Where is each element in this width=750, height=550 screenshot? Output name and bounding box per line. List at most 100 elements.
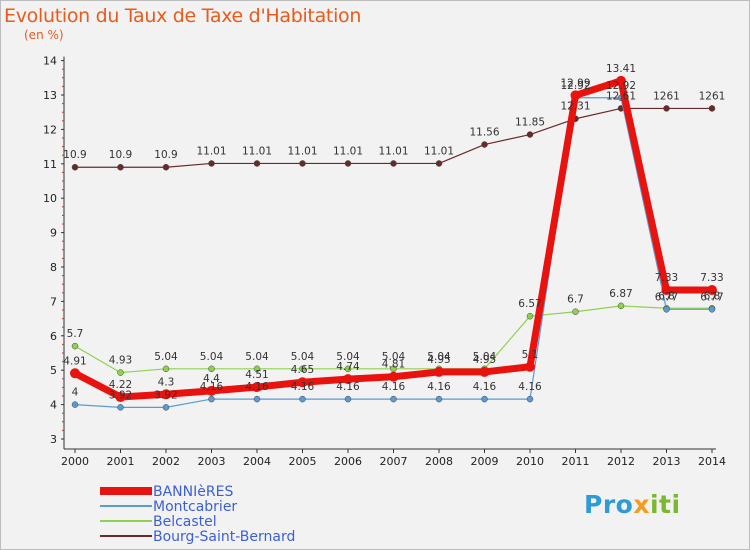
- data-point-montcabrier: [162, 404, 170, 411]
- y-tick-label: 4: [50, 399, 57, 412]
- data-label-belcastel: 4.93: [109, 355, 132, 367]
- data-label-banni-res: 4.3: [158, 376, 175, 388]
- data-label-belcastel: 5.04: [200, 351, 224, 363]
- data-point-banni-res: [616, 75, 626, 86]
- data-point-banni-res: [388, 371, 399, 382]
- data-point-bourg-saint-bernard: [526, 131, 534, 138]
- chart-axes: 3 4 5 6 7 8 9 10 11 12 13 14 2000 2001 2002 2003 2004 200…: [43, 55, 726, 468]
- data-point-banni-res: [70, 368, 80, 379]
- data-label-banni-res: 4.91: [63, 355, 86, 367]
- x-tick-label: 2014: [698, 455, 726, 468]
- proxiti-logo: Proxiti: [584, 490, 681, 519]
- data-label-banni-res: 5.1: [522, 349, 539, 361]
- data-label-belcastel: 5.04: [154, 351, 178, 363]
- data-label-banni-res: 4.95: [427, 354, 450, 366]
- data-point-bourg-saint-bernard: [344, 160, 352, 167]
- data-point-banni-res: [479, 366, 490, 377]
- chart-unit-label: (en %): [24, 28, 64, 42]
- data-label-belcastel: 5.04: [473, 351, 497, 363]
- data-label-banni-res: 4.95: [473, 354, 496, 366]
- x-tick-label: 2002: [152, 455, 180, 468]
- data-label-belcastel: 6.57: [518, 298, 541, 310]
- chart-series-lines: [70, 75, 717, 411]
- x-tick-label: 2010: [516, 455, 544, 468]
- chart-data-labels: 10.9 10.9 10.9 11.01 11.01 11.01 11.01 11.01 11.…: [63, 63, 725, 401]
- legend-label-bourg-saint-bernard: Bourg-Saint-Bernard: [153, 529, 295, 545]
- data-label-belcastel: 6.8: [658, 290, 675, 302]
- x-tick-label: 2005: [289, 455, 317, 468]
- data-point-bourg-saint-bernard: [435, 160, 443, 167]
- data-point-montcabrier: [344, 395, 352, 403]
- data-point-montcabrier: [435, 395, 443, 403]
- data-label-belcastel: 6.7: [567, 294, 584, 306]
- x-tick-label: 2003: [198, 455, 226, 468]
- data-point-banni-res: [115, 392, 126, 403]
- data-point-banni-res: [570, 90, 581, 101]
- data-point-bourg-saint-bernard: [481, 141, 488, 148]
- data-point-bourg-saint-bernard: [162, 163, 170, 171]
- y-tick-label: 3: [50, 433, 57, 446]
- data-point-montcabrier: [117, 404, 124, 411]
- data-point-montcabrier: [299, 395, 306, 403]
- data-point-belcastel: [299, 365, 306, 373]
- x-tick-label: 2004: [243, 455, 271, 468]
- y-tick-label: 13: [43, 89, 57, 102]
- data-label-bourg-saint-bernard: 11.01: [242, 145, 272, 157]
- x-tick-label: 2001: [107, 455, 135, 468]
- data-label-montcabrier: 3.92: [154, 389, 177, 401]
- data-point-bourg-saint-bernard: [663, 105, 670, 112]
- data-point-belcastel: [572, 308, 579, 315]
- data-point-montcabrier: [208, 395, 215, 403]
- y-tick-label: 12: [43, 123, 57, 136]
- data-label-bourg-saint-bernard: 1261: [699, 90, 726, 102]
- y-tick-label: 9: [50, 227, 57, 240]
- data-label-banni-res: 4.22: [109, 379, 132, 391]
- data-label-montcabrier: 4.16: [291, 381, 315, 393]
- data-label-banni-res: 4.81: [382, 359, 405, 371]
- data-label-montcabrier: 4.16: [245, 381, 269, 393]
- logo-part-1: Pro: [584, 490, 634, 519]
- data-label-banni-res: 7.33: [700, 272, 723, 284]
- data-point-banni-res: [707, 285, 717, 296]
- y-tick-label: 11: [43, 158, 57, 171]
- y-tick-label: 7: [50, 295, 57, 308]
- data-point-bourg-saint-bernard: [208, 160, 215, 167]
- series-line-banni-res: [71, 77, 716, 401]
- data-point-belcastel: [344, 365, 352, 373]
- data-label-belcastel: 6.87: [609, 288, 632, 300]
- data-label-banni-res: 12.99: [560, 77, 590, 89]
- data-label-belcastel: 5.04: [336, 351, 360, 363]
- y-tick-label: 5: [50, 364, 57, 377]
- data-point-belcastel: [208, 365, 215, 373]
- data-label-montcabrier: 4.16: [518, 381, 542, 393]
- data-point-belcastel: [71, 342, 79, 350]
- data-point-montcabrier: [253, 395, 261, 403]
- logo-part-2: x: [633, 490, 650, 519]
- data-point-banni-res: [206, 385, 217, 396]
- data-label-bourg-saint-bernard: 11.01: [287, 145, 317, 157]
- y-tick-label: 10: [43, 192, 57, 205]
- data-point-belcastel: [253, 365, 261, 373]
- data-point-montcabrier: [663, 306, 670, 313]
- data-label-belcastel: 5.04: [245, 351, 269, 363]
- y-tick-label: 14: [43, 55, 57, 68]
- data-point-banni-res: [297, 377, 308, 388]
- data-label-bourg-saint-bernard: 11.01: [378, 145, 408, 157]
- x-tick-label: 2006: [334, 455, 362, 468]
- data-label-banni-res: 4.4: [203, 373, 220, 385]
- data-label-montcabrier: 12.92: [560, 80, 590, 92]
- data-label-belcastel: 5.04: [382, 351, 406, 363]
- data-point-belcastel: [117, 369, 124, 376]
- data-label-bourg-saint-bernard: 11.85: [515, 117, 545, 129]
- data-label-belcastel: 5.7: [67, 328, 84, 340]
- data-label-montcabrier: 4.16: [473, 381, 497, 393]
- data-point-banni-res: [343, 374, 353, 385]
- data-label-montcabrier: 4.16: [200, 381, 224, 393]
- chart-legend: BANNIèRESMontcabrierBelcastelBourg-Saint…: [100, 484, 295, 545]
- data-label-montcabrier: 4.16: [382, 381, 406, 393]
- x-tick-label: 2012: [607, 455, 635, 468]
- y-tick-label: 6: [50, 330, 57, 343]
- data-label-bourg-saint-bernard: 11.01: [196, 145, 226, 157]
- data-label-banni-res: 4.51: [245, 369, 268, 381]
